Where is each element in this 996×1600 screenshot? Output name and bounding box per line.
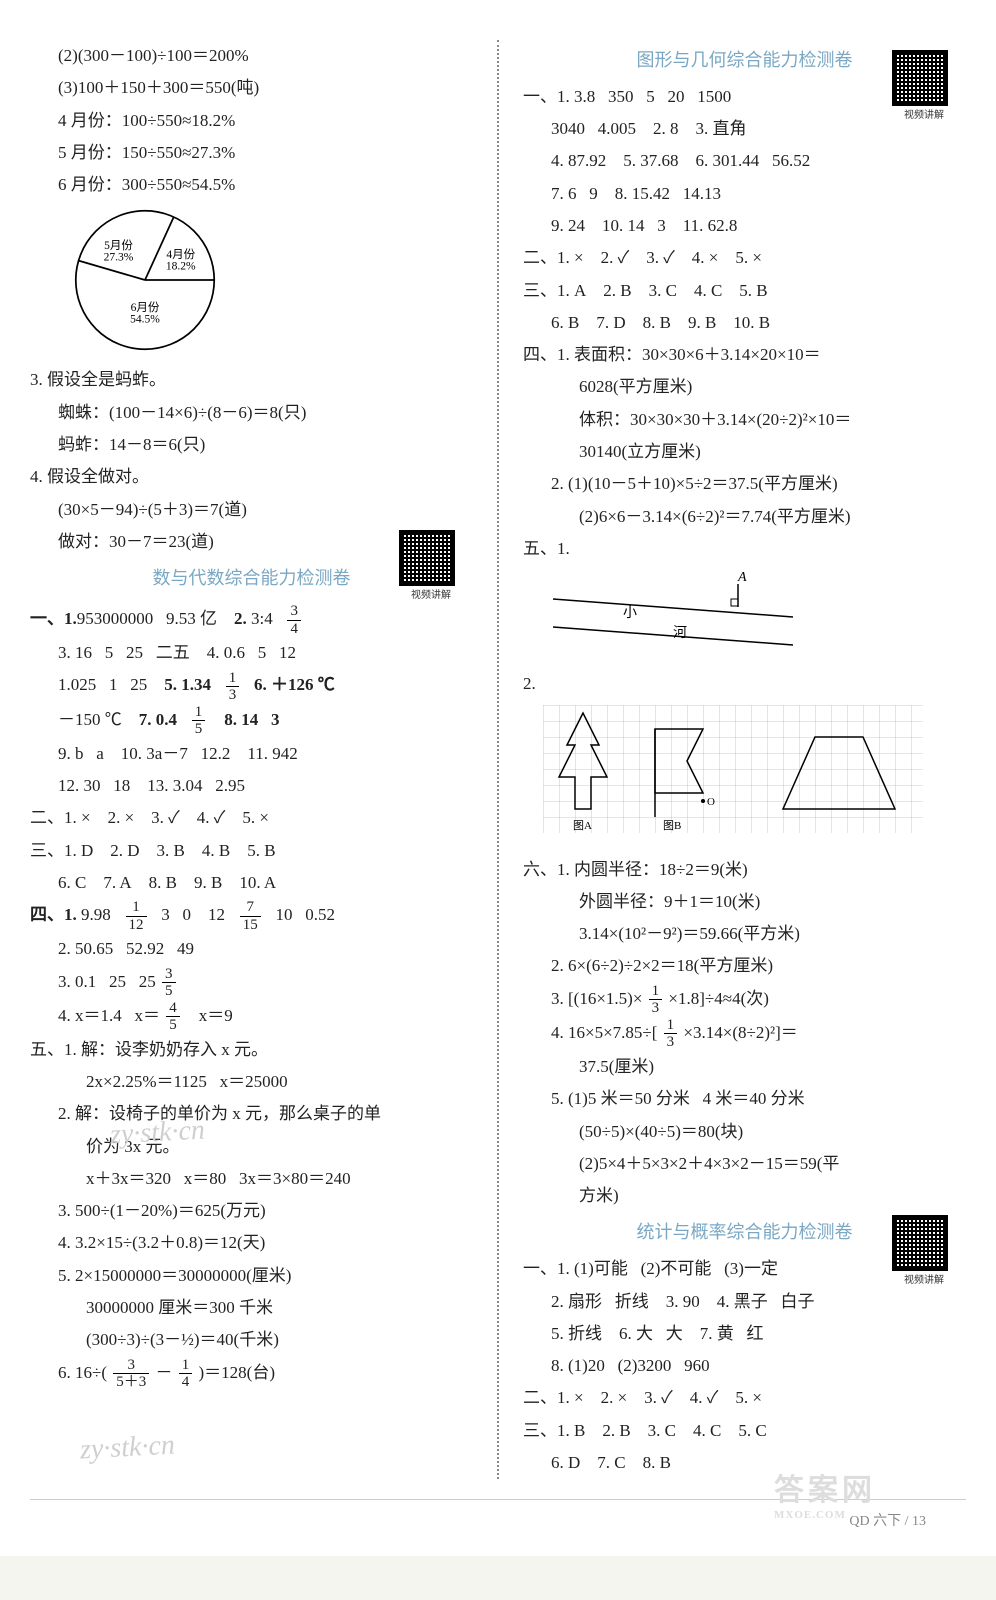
svg-text:图A: 图A [573,819,592,832]
text-line: 三、1. B 2. B 3. C 4. C 5. C [523,1415,966,1447]
svg-text:河: 河 [673,625,687,641]
text-line: 12. 30 18 13. 3.04 2.95 [30,770,473,802]
text-line: 2. 扇形 折线 3. 90 4. 黑子 白子 [523,1286,966,1318]
text-line: 6028(平方厘米) [523,371,966,403]
text-line: 30000000 厘米＝300 千米 [30,1292,473,1324]
text-line: 6 月份：300÷550≈54.5% [30,169,473,201]
text-line: 3. [(16×1.5)× 13 ×1.8]÷4≈4(次) [523,983,966,1017]
svg-text:5月份: 5月份 [104,239,133,252]
qr-code: 视频讲解 [892,50,956,114]
text-line: (2)5×4＋5×3×2＋4×3×2－15＝59(平 [523,1148,966,1180]
text-line: 2. [523,668,966,700]
svg-text:27.3%: 27.3% [104,252,134,264]
text-line: 37.5(厘米) [523,1051,966,1083]
text-line: 3. 0.1 25 25 35 [30,966,473,1000]
svg-text:O: O [707,796,715,808]
text-line: 五、1. [523,533,966,565]
text-line: 4. 87.92 5. 37.68 6. 301.44 56.52 [523,145,966,177]
text-line: 2. (1)(10－5＋10)×5÷2＝37.5(平方厘米) [523,468,966,500]
svg-text:6月份: 6月份 [131,302,160,315]
svg-text:小: 小 [623,605,637,621]
text-line: 4. 16×5×7.85÷[ 13 ×3.14×(8÷2)²]＝ [523,1017,966,1051]
text-line: (2)(300－100)÷100＝200% [30,40,473,72]
text-line: 4. 3.2×15÷(3.2＋0.8)＝12(天) [30,1227,473,1259]
text-line: 方米) [523,1180,966,1212]
svg-text:54.5%: 54.5% [130,314,160,326]
svg-text:A: A [737,570,747,585]
text-line: 一、1.953000000 9.53 亿 2. 3:4 34 [30,603,473,637]
text-line: 5. 2×15000000＝30000000(厘米) [30,1260,473,1292]
text-line: 外圆半径：9＋1＝10(米) [523,886,966,918]
right-column: 视频讲解 图形与几何综合能力检测卷 一、1. 3.8 350 5 20 1500… [523,40,966,1479]
text-line: 3.14×(10²－9²)＝59.66(平方米) [523,918,966,950]
text-line: 价为 3x 元。 [30,1131,473,1163]
text-line: 四、1. 表面积：30×30×6＋3.14×20×10＝ [523,339,966,371]
text-line: 8. (1)20 (2)3200 960 [523,1350,966,1382]
svg-text:图B: 图B [663,819,681,832]
svg-text:18.2%: 18.2% [166,261,196,273]
text-line: 体积：30×30×30＋3.14×(20÷2)²×10＝ [523,404,966,436]
text-line: 2. 6×(6÷2)÷2×2＝18(平方厘米) [523,950,966,982]
footer-logo: 答案网 MXOE.COM [774,1465,876,1521]
text-line: 蚂蚱：14－8＝6(只) [30,429,473,461]
text-line: 二、1. × 2. × 3. ✓ 4. ✓ 5. × [523,1382,966,1414]
text-line: 2x×2.25%＝1125 x＝25000 [30,1066,473,1098]
text-line: (50÷5)×(40÷5)＝80(块) [523,1116,966,1148]
text-line: 4. 假设全做对。 [30,461,473,493]
text-line: 五、1. 解：设李奶奶存入 x 元。 [30,1034,473,1066]
text-line: 5. 折线 6. 大 大 7. 黄 红 [523,1318,966,1350]
pie-chart: 4月份 18.2% 5月份 27.3% 6月份 54.5% [70,205,220,355]
text-line: 六、1. 内圆半径：18÷2＝9(米) [523,854,966,886]
column-divider [497,40,499,1479]
text-line: 9. 24 10. 14 3 11. 62.8 [523,210,966,242]
svg-text:4月份: 4月份 [166,249,195,262]
text-line: 6. C 7. A 8. B 9. B 10. A [30,867,473,899]
text-line: 30140(立方厘米) [523,436,966,468]
text-line: －150 ℃ 7. 0.4 15 8. 14 3 [30,704,473,738]
text-line: 4. x＝1.4 x＝ 45 x＝9 [30,1000,473,1034]
text-line: 3. 16 5 25 二五 4. 0.6 5 12 [30,637,473,669]
qr-code: 视频讲解 [399,530,463,594]
text-line: 2. 50.65 52.92 49 [30,933,473,965]
text-line: (300÷3)÷(3－½)＝40(千米) [30,1324,473,1356]
text-line: 5 月份：150÷550≈27.3% [30,137,473,169]
text-line: 3. 假设全是蚂蚱。 [30,364,473,396]
text-line: 二、1. × 2. ✓ 3. ✓ 4. × 5. × [523,242,966,274]
text-line: 7. 6 9 8. 15.42 14.13 [523,178,966,210]
grid-shapes: 图A O 图B [543,705,923,845]
text-line: (3)100＋150＋300＝550(吨) [30,72,473,104]
text-line: 6. B 7. D 8. B 9. B 10. B [523,307,966,339]
text-line: 四、1. 9.98 112 3 0 12 715 10 0.52 [30,899,473,933]
text-line: 三、1. A 2. B 3. C 4. C 5. B [523,275,966,307]
text-line: 蜘蛛：(100－14×6)÷(8－6)＝8(只) [30,397,473,429]
river-diagram: A 小 河 [543,569,803,659]
text-line: 二、1. × 2. × 3. ✓ 4. ✓ 5. × [30,802,473,834]
text-line: 3. 500÷(1－20%)＝625(万元) [30,1195,473,1227]
qr-code: 视频讲解 [892,1215,956,1279]
left-column: (2)(300－100)÷100＝200% (3)100＋150＋300＝550… [30,40,473,1479]
text-line: 6. D 7. C 8. B [523,1447,966,1479]
text-line: 9. b a 10. 3a－7 12.2 11. 942 [30,738,473,770]
watermark: zy·stk·cn [79,1430,175,1467]
text-line: 6. 16÷( 35＋3 － 14 )＝128(台) [30,1357,473,1391]
text-line: 4 月份：100÷550≈18.2% [30,105,473,137]
text-line: (30×5－94)÷(5＋3)＝7(道) [30,494,473,526]
text-line: x＋3x＝320 x＝80 3x＝3×80＝240 [30,1163,473,1195]
text-line: 1.025 1 25 5. 1.34 13 6. ＋126 ℃ [30,669,473,703]
text-line: 5. (1)5 米＝50 分米 4 米＝40 分米 [523,1083,966,1115]
text-line: 2. 解：设椅子的单价为 x 元，那么桌子的单 [30,1098,473,1130]
text-line: (2)6×6－3.14×(6÷2)²＝7.74(平方厘米) [523,501,966,533]
text-line: 三、1. D 2. D 3. B 4. B 5. B [30,835,473,867]
